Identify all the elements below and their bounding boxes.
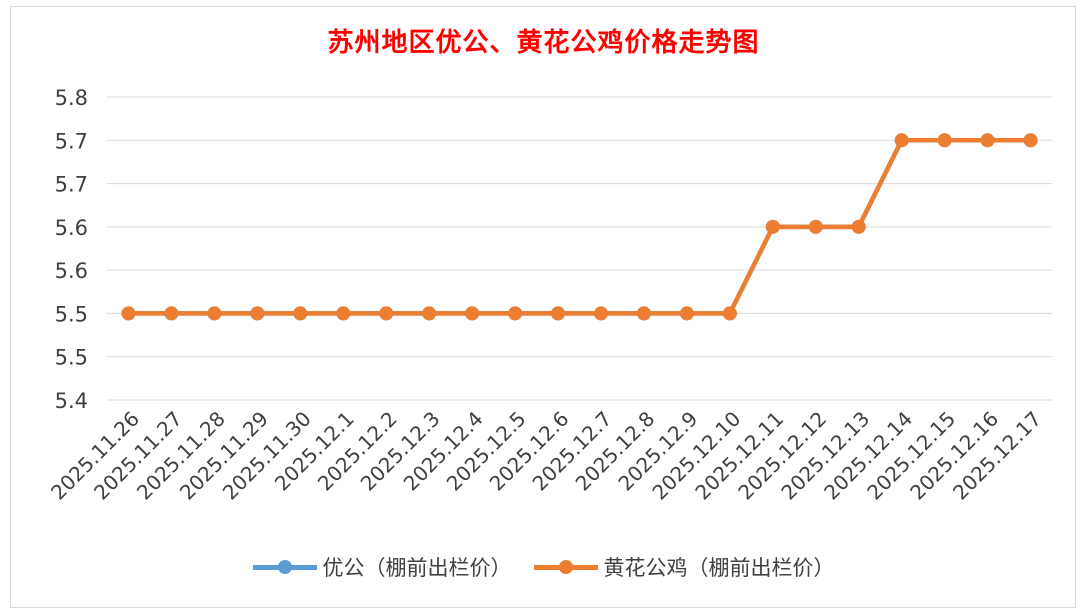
y-tick-label: 5.5 [55, 302, 88, 326]
data-point-series-2 [808, 219, 823, 234]
y-tick-label: 5.8 [55, 86, 88, 110]
data-point-series-2 [508, 306, 523, 321]
legend-swatch-series-1-icon [252, 557, 317, 577]
legend-item-series-1[interactable]: 优公（棚前出栏价） [252, 552, 512, 582]
data-point-series-2 [679, 306, 694, 321]
data-point-series-2 [937, 133, 952, 148]
data-point-series-2 [207, 306, 222, 321]
data-point-series-2 [422, 306, 437, 321]
y-tick-label: 5.4 [55, 389, 88, 413]
data-point-series-2 [765, 219, 780, 234]
data-point-series-2 [851, 219, 866, 234]
series-line-2 [126, 138, 1033, 316]
data-point-series-2 [980, 133, 995, 148]
chart-title: 苏州地区优公、黄花公鸡价格走势图 [327, 28, 760, 58]
data-point-series-2 [250, 306, 265, 321]
data-point-series-2 [164, 306, 179, 321]
data-point-series-2 [465, 306, 480, 321]
data-point-series-2 [379, 306, 394, 321]
legend: 优公（棚前出栏价） 黄花公鸡（棚前出栏价） [0, 552, 1087, 582]
legend-swatch-series-2-icon [533, 557, 598, 577]
legend-label-series-2: 黄花公鸡（棚前出栏价） [603, 556, 835, 580]
y-tick-label: 5.7 [55, 129, 88, 153]
data-point-series-2 [894, 133, 909, 148]
data-point-series-2 [336, 306, 351, 321]
y-tick-label: 5.7 [55, 173, 88, 197]
data-point-series-2 [593, 306, 608, 321]
data-point-series-2 [636, 306, 651, 321]
data-point-series-2 [1023, 133, 1038, 148]
legend-label-series-1: 优公（棚前出栏价） [322, 556, 512, 580]
data-point-series-2 [551, 306, 566, 321]
data-point-series-2 [121, 306, 136, 321]
chart-area[interactable] [10, 6, 1076, 608]
y-tick-label: 5.6 [55, 259, 88, 283]
data-point-series-2 [722, 306, 737, 321]
legend-item-series-2[interactable]: 黄花公鸡（棚前出栏价） [533, 552, 835, 582]
y-tick-label: 5.5 [55, 346, 88, 370]
data-point-series-2 [293, 306, 308, 321]
y-tick-label: 5.6 [55, 216, 88, 240]
